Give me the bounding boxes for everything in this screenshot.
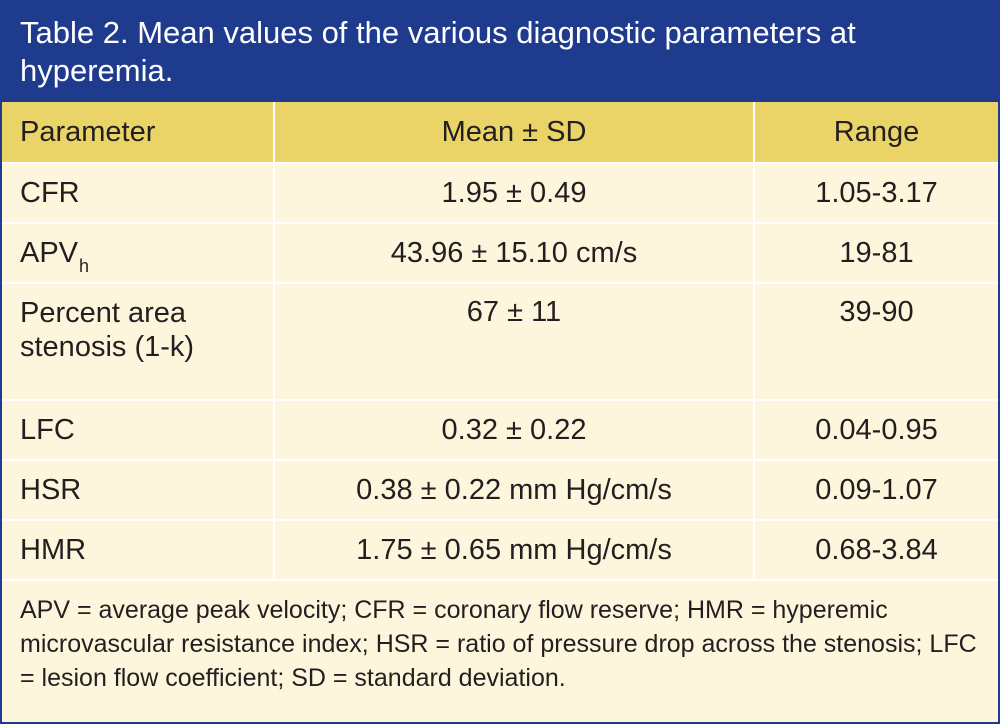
table-row: APVh 43.96 ± 15.10 cm/s 19-81 [2, 223, 998, 284]
cell-parameter: Percent area stenosis (1-k) [2, 283, 275, 401]
data-table: Parameter Mean ± SD Range CFR 1.95 ± 0.4… [2, 102, 998, 581]
cell-parameter: APVh [2, 223, 275, 284]
table-row: LFC 0.32 ± 0.22 0.04-0.95 [2, 400, 998, 461]
table-title: Table 2. Mean values of the various diag… [2, 2, 998, 102]
cell-range: 0.04-0.95 [754, 400, 998, 461]
cell-mean-sd: 67 ± 11 [274, 283, 755, 401]
table-row: HSR 0.38 ± 0.22 mm Hg/cm/s 0.09-1.07 [2, 460, 998, 521]
cell-parameter: HMR [2, 520, 275, 581]
cell-mean-sd: 1.75 ± 0.65 mm Hg/cm/s [274, 520, 755, 581]
table-row: Percent area stenosis (1-k) 67 ± 11 39-9… [2, 283, 998, 401]
cell-mean-sd: 1.95 ± 0.49 [274, 163, 755, 224]
parameter-label: APV [20, 236, 79, 269]
column-header-mean-sd: Mean ± SD [274, 102, 755, 164]
cell-mean-sd: 43.96 ± 15.10 cm/s [274, 223, 755, 284]
cell-mean-sd: 0.38 ± 0.22 mm Hg/cm/s [274, 460, 755, 521]
cell-parameter: LFC [2, 400, 275, 461]
table-row: HMR 1.75 ± 0.65 mm Hg/cm/s 0.68-3.84 [2, 520, 998, 581]
cell-mean-sd: 0.32 ± 0.22 [274, 400, 755, 461]
table-row: CFR 1.95 ± 0.49 1.05-3.17 [2, 163, 998, 224]
parameter-subscript: h [79, 255, 90, 276]
cell-range: 0.09-1.07 [754, 460, 998, 521]
cell-range: 1.05-3.17 [754, 163, 998, 224]
header-row: Parameter Mean ± SD Range [2, 102, 998, 164]
cell-parameter: HSR [2, 460, 275, 521]
column-header-parameter: Parameter [2, 102, 275, 164]
cell-range: 19-81 [754, 223, 998, 284]
cell-range: 0.68-3.84 [754, 520, 998, 581]
cell-parameter: CFR [2, 163, 275, 224]
cell-range: 39-90 [754, 283, 998, 401]
table-footnote: APV = average peak velocity; CFR = coron… [2, 581, 998, 695]
column-header-range: Range [754, 102, 998, 164]
